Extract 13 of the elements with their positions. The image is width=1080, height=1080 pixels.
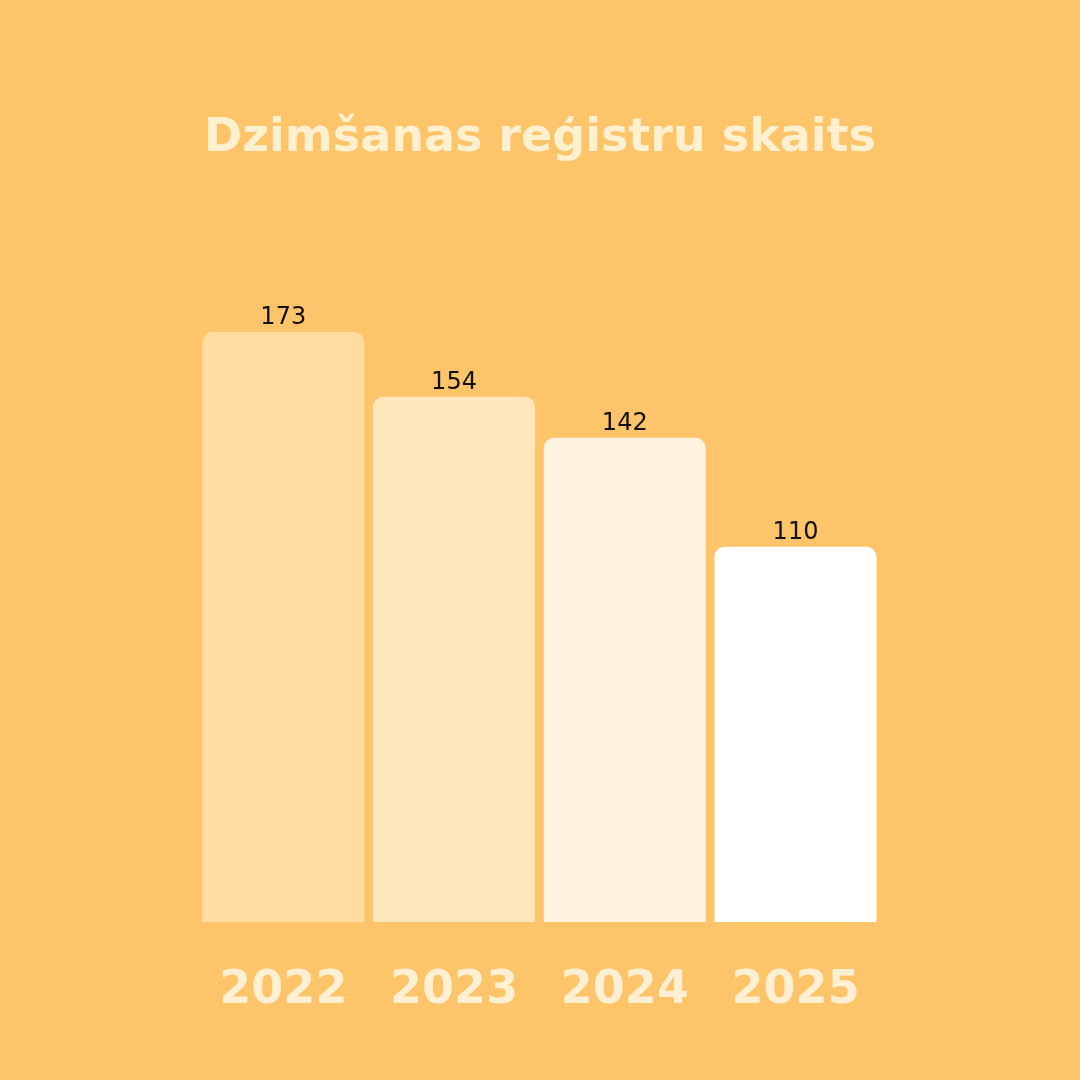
bar — [373, 396, 536, 922]
bar — [202, 332, 365, 922]
x-tick-label: 2023 — [390, 959, 519, 1014]
bar — [543, 437, 706, 922]
data-label: 154 — [431, 366, 477, 395]
bar — [714, 546, 877, 922]
data-label: 110 — [772, 516, 819, 545]
x-tick-label: 2022 — [219, 959, 348, 1014]
data-label: 142 — [601, 407, 648, 436]
chart-title: Dzimšanas reģistru skaits — [203, 108, 877, 162]
x-tick-label: 2024 — [560, 959, 689, 1014]
x-tick-label: 2025 — [731, 959, 860, 1014]
data-label: 173 — [260, 302, 307, 330]
